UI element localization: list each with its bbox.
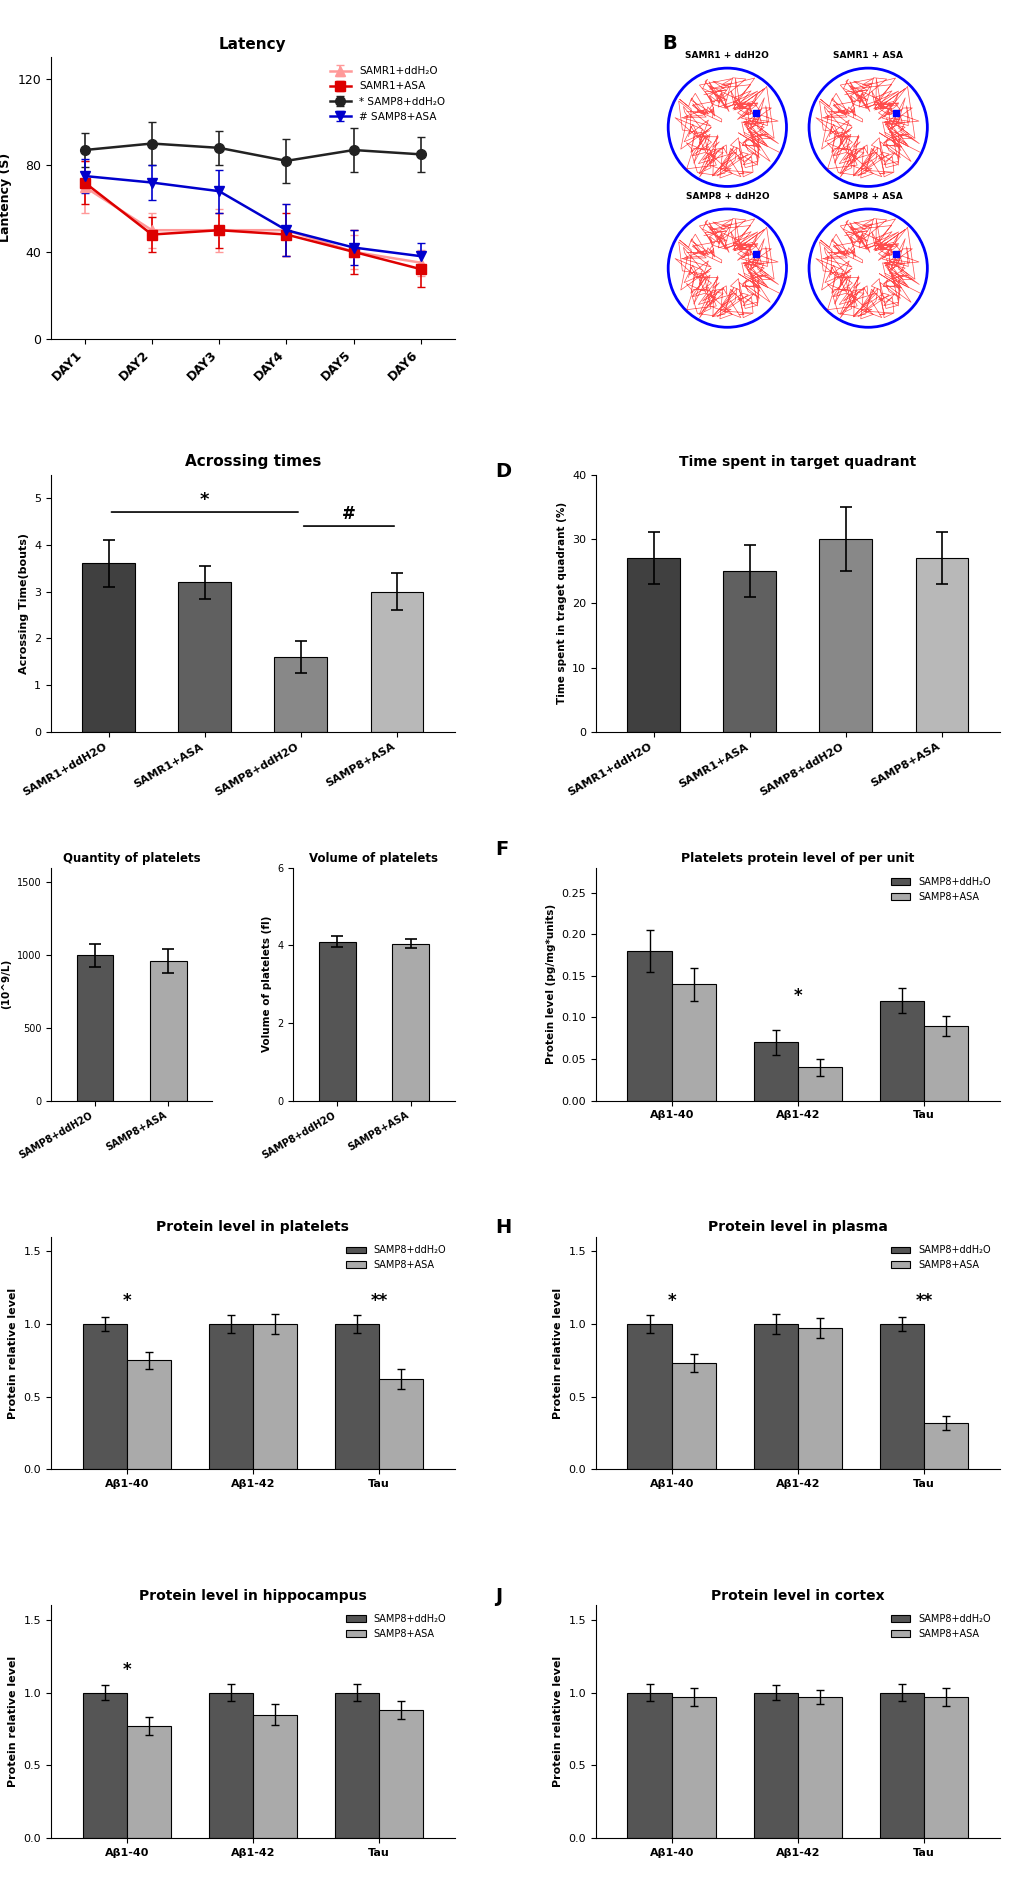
- Bar: [797, 1698, 841, 1838]
- Bar: [370, 591, 423, 731]
- Text: B: B: [662, 34, 677, 53]
- Y-axis label: Lantency (S): Lantency (S): [0, 153, 12, 243]
- Text: *: *: [793, 987, 801, 1004]
- Title: Protein level in hippocampus: Protein level in hippocampus: [139, 1588, 367, 1603]
- Text: SAMR1 + ddH2O: SAMR1 + ddH2O: [685, 51, 768, 59]
- Title: Protein level in plasma: Protein level in plasma: [707, 1220, 887, 1234]
- Text: SAMP8 + ASA: SAMP8 + ASA: [833, 191, 902, 201]
- Text: SAMP8 + ddH2O: SAMP8 + ddH2O: [685, 191, 768, 201]
- Bar: [274, 658, 327, 731]
- Bar: [334, 1692, 379, 1838]
- Y-axis label: Acrossing Time(bouts): Acrossing Time(bouts): [18, 532, 29, 675]
- Title: Platelets protein level of per unit: Platelets protein level of per unit: [681, 853, 914, 866]
- Bar: [797, 1067, 841, 1101]
- Bar: [879, 1001, 923, 1101]
- Bar: [83, 563, 135, 731]
- Bar: [392, 944, 429, 1101]
- Text: *: *: [666, 1292, 676, 1311]
- Bar: [83, 1692, 126, 1838]
- Text: *: *: [122, 1292, 130, 1311]
- Text: D: D: [494, 462, 511, 481]
- Legend: SAMP8+ddH₂O, SAMP8+ASA: SAMP8+ddH₂O, SAMP8+ASA: [341, 1241, 449, 1273]
- Text: *: *: [122, 1662, 130, 1679]
- Title: Latency: Latency: [219, 36, 286, 51]
- Bar: [126, 1361, 170, 1469]
- Bar: [923, 1423, 967, 1469]
- Bar: [253, 1715, 297, 1838]
- Title: Time spent in target quadrant: Time spent in target quadrant: [679, 455, 915, 470]
- Bar: [915, 559, 967, 731]
- Text: H: H: [494, 1218, 511, 1237]
- Bar: [76, 955, 113, 1101]
- Bar: [797, 1328, 841, 1469]
- Bar: [253, 1325, 297, 1469]
- Legend: SAMP8+ddH₂O, SAMP8+ASA: SAMP8+ddH₂O, SAMP8+ASA: [887, 1241, 994, 1273]
- Bar: [753, 1325, 797, 1469]
- Y-axis label: Protein level (pg/mg*units): Protein level (pg/mg*units): [545, 904, 555, 1065]
- Text: **: **: [370, 1292, 387, 1311]
- Bar: [722, 570, 775, 731]
- Text: **: **: [914, 1292, 931, 1311]
- Bar: [334, 1325, 379, 1469]
- Text: #: #: [341, 506, 356, 523]
- Title: Volume of platelets: Volume of platelets: [309, 853, 438, 866]
- Bar: [753, 1042, 797, 1101]
- Title: Quantity of platelets: Quantity of platelets: [63, 853, 201, 866]
- Bar: [879, 1325, 923, 1469]
- Bar: [379, 1380, 423, 1469]
- Bar: [923, 1698, 967, 1838]
- Text: SAMR1 + ASA: SAMR1 + ASA: [833, 51, 902, 59]
- Bar: [126, 1726, 170, 1838]
- Y-axis label: Protein relative level: Protein relative level: [552, 1287, 562, 1419]
- Legend: SAMP8+ddH₂O, SAMP8+ASA: SAMP8+ddH₂O, SAMP8+ASA: [887, 1611, 994, 1643]
- Text: *: *: [200, 491, 209, 510]
- Bar: [209, 1692, 253, 1838]
- Bar: [627, 1325, 671, 1469]
- Bar: [671, 1698, 715, 1838]
- Legend: SAMP8+ddH₂O, SAMP8+ASA: SAMP8+ddH₂O, SAMP8+ASA: [341, 1611, 449, 1643]
- Bar: [379, 1709, 423, 1838]
- Text: F: F: [494, 839, 507, 858]
- Bar: [923, 1025, 967, 1101]
- Bar: [209, 1325, 253, 1469]
- Bar: [627, 951, 671, 1101]
- Bar: [671, 1363, 715, 1469]
- Y-axis label: Protein relative level: Protein relative level: [8, 1656, 18, 1787]
- Bar: [319, 942, 356, 1101]
- Text: J: J: [494, 1586, 501, 1605]
- Bar: [150, 961, 186, 1101]
- Y-axis label: Volume of platelets (fl): Volume of platelets (fl): [262, 915, 271, 1052]
- Y-axis label: Protein relative level: Protein relative level: [552, 1656, 562, 1787]
- Legend: SAMP8+ddH₂O, SAMP8+ASA: SAMP8+ddH₂O, SAMP8+ASA: [887, 874, 994, 906]
- Bar: [627, 1692, 671, 1838]
- Title: Acrossing times: Acrossing times: [184, 455, 321, 470]
- Y-axis label: Time spent in traget quadrant (%): Time spent in traget quadrant (%): [556, 502, 566, 705]
- Y-axis label: Quantity of platelets
(10^9/L): Quantity of platelets (10^9/L): [0, 923, 11, 1046]
- Y-axis label: Protein relative level: Protein relative level: [8, 1287, 18, 1419]
- Bar: [83, 1325, 126, 1469]
- Title: Protein level in cortex: Protein level in cortex: [710, 1588, 883, 1603]
- Bar: [627, 559, 680, 731]
- Legend: SAMR1+ddH₂O, SAMR1+ASA, * SAMP8+ddH₂O, # SAMP8+ASA: SAMR1+ddH₂O, SAMR1+ASA, * SAMP8+ddH₂O, #…: [325, 63, 449, 125]
- Bar: [671, 984, 715, 1101]
- Title: Protein level in platelets: Protein level in platelets: [156, 1220, 348, 1234]
- Bar: [818, 538, 871, 731]
- Bar: [879, 1692, 923, 1838]
- Bar: [178, 582, 231, 731]
- Bar: [753, 1692, 797, 1838]
